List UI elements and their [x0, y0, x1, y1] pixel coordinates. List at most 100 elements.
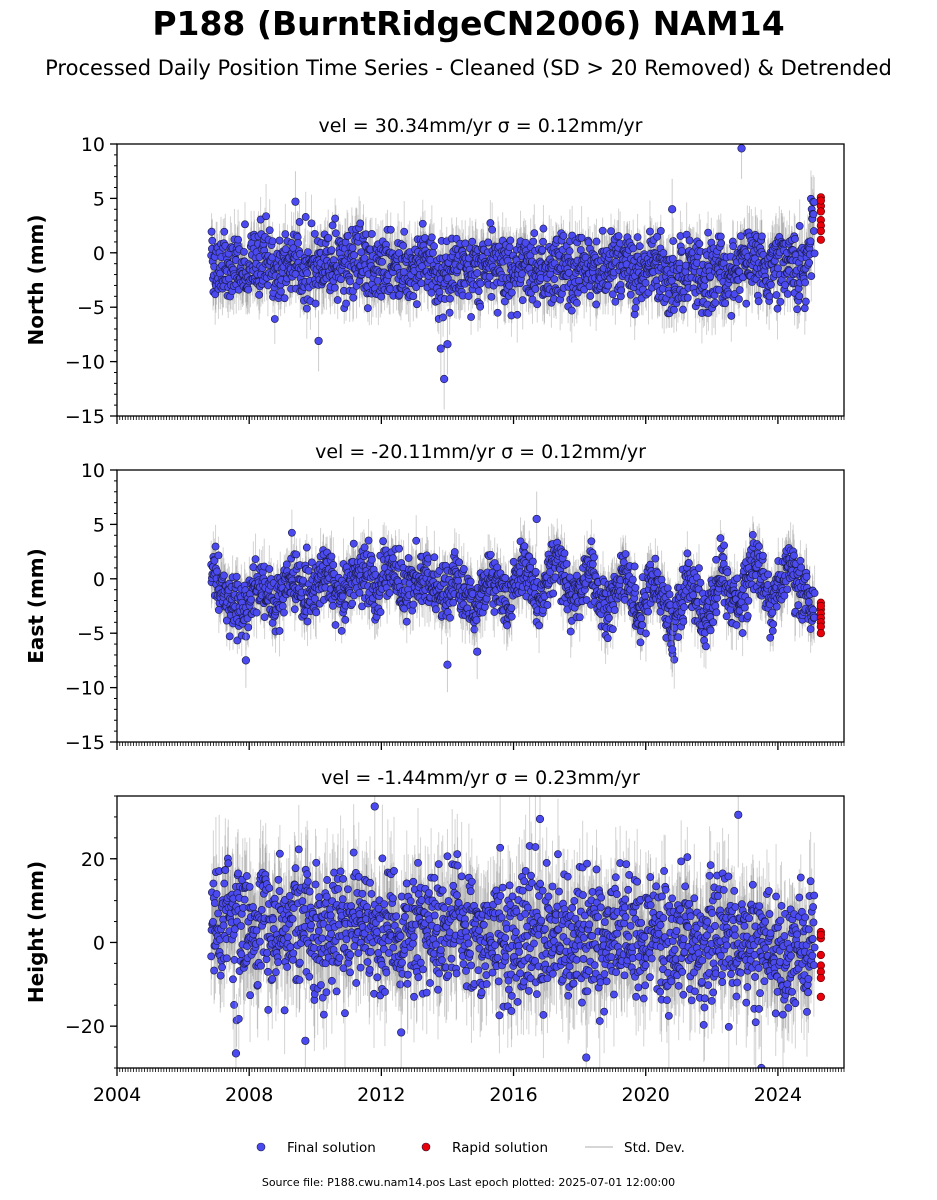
final-point	[377, 292, 386, 301]
final-point	[303, 269, 312, 278]
final-point	[773, 304, 782, 313]
final-point	[711, 298, 720, 307]
final-point	[506, 236, 515, 245]
final-point	[539, 237, 547, 246]
final-point	[331, 214, 340, 223]
final-point	[348, 244, 357, 252]
final-point	[476, 302, 485, 311]
final-point	[795, 222, 804, 230]
final-point	[350, 251, 358, 260]
final-point	[513, 310, 522, 319]
final-point	[695, 239, 704, 248]
final-point	[311, 299, 320, 308]
final-point	[378, 258, 386, 266]
final-point	[721, 299, 730, 308]
final-point	[399, 268, 408, 276]
final-point	[781, 280, 790, 289]
final-point	[704, 228, 712, 237]
final-point	[356, 219, 365, 228]
final-point	[484, 238, 493, 247]
final-point	[464, 292, 473, 301]
y-tick-label: 5	[93, 188, 105, 210]
final-point	[629, 244, 638, 253]
final-point	[607, 227, 615, 236]
final-point	[476, 279, 485, 288]
final-point	[301, 213, 310, 221]
final-point	[783, 290, 792, 298]
outlier-point	[440, 374, 449, 384]
final-point	[488, 225, 497, 234]
final-point	[685, 236, 694, 245]
rapid-point	[816, 226, 825, 236]
final-point	[626, 290, 635, 299]
final-point	[614, 232, 623, 240]
final-point	[443, 274, 452, 283]
final-point	[207, 227, 216, 236]
final-point	[765, 292, 774, 301]
final-point	[263, 281, 272, 290]
final-point	[608, 290, 617, 299]
final-point	[791, 234, 799, 243]
final-point	[539, 224, 548, 233]
final-point	[234, 235, 242, 244]
final-point	[427, 233, 436, 242]
final-point	[310, 229, 319, 238]
final-point	[795, 292, 804, 301]
final-point	[346, 277, 354, 286]
final-point	[500, 297, 509, 306]
final-point	[572, 298, 581, 307]
final-point	[474, 287, 483, 296]
final-point	[507, 288, 516, 297]
final-point	[735, 267, 744, 276]
outlier-point	[443, 340, 452, 349]
final-point	[567, 306, 576, 315]
final-point	[667, 276, 676, 285]
final-point	[801, 278, 810, 287]
final-point	[255, 290, 264, 299]
final-point	[604, 281, 613, 290]
final-point	[244, 285, 253, 294]
final-point	[386, 285, 394, 293]
final-point	[810, 249, 819, 258]
final-point	[809, 210, 818, 219]
final-point	[668, 254, 677, 263]
final-point	[656, 227, 665, 235]
final-point	[529, 237, 538, 246]
rapid-point	[816, 207, 825, 216]
rapid-point	[816, 235, 825, 244]
final-point	[518, 296, 527, 305]
final-point	[683, 293, 692, 302]
final-point	[717, 239, 726, 248]
final-point	[395, 290, 404, 299]
final-point	[538, 245, 547, 254]
final-point	[399, 241, 408, 250]
y-tick-label: −5	[77, 297, 105, 319]
final-point	[493, 308, 502, 317]
final-point	[678, 247, 686, 255]
final-point	[270, 315, 279, 323]
plot-area	[207, 144, 825, 410]
final-point	[430, 242, 438, 251]
final-point	[727, 312, 736, 320]
plot-area	[207, 491, 825, 693]
final-point	[793, 305, 802, 314]
final-point	[772, 291, 781, 299]
final-point	[427, 288, 436, 297]
final-point	[586, 292, 595, 300]
final-point	[809, 227, 818, 235]
final-point	[386, 225, 395, 234]
final-point	[592, 237, 601, 246]
final-point	[330, 283, 339, 292]
final-point	[742, 299, 751, 308]
final-point	[277, 287, 285, 296]
final-point	[633, 233, 642, 242]
final-point	[611, 297, 620, 306]
final-point	[343, 231, 352, 240]
final-point	[349, 293, 358, 302]
final-point	[641, 278, 650, 287]
outlier-point	[436, 344, 445, 353]
final-point	[281, 230, 290, 239]
final-point	[337, 275, 345, 284]
